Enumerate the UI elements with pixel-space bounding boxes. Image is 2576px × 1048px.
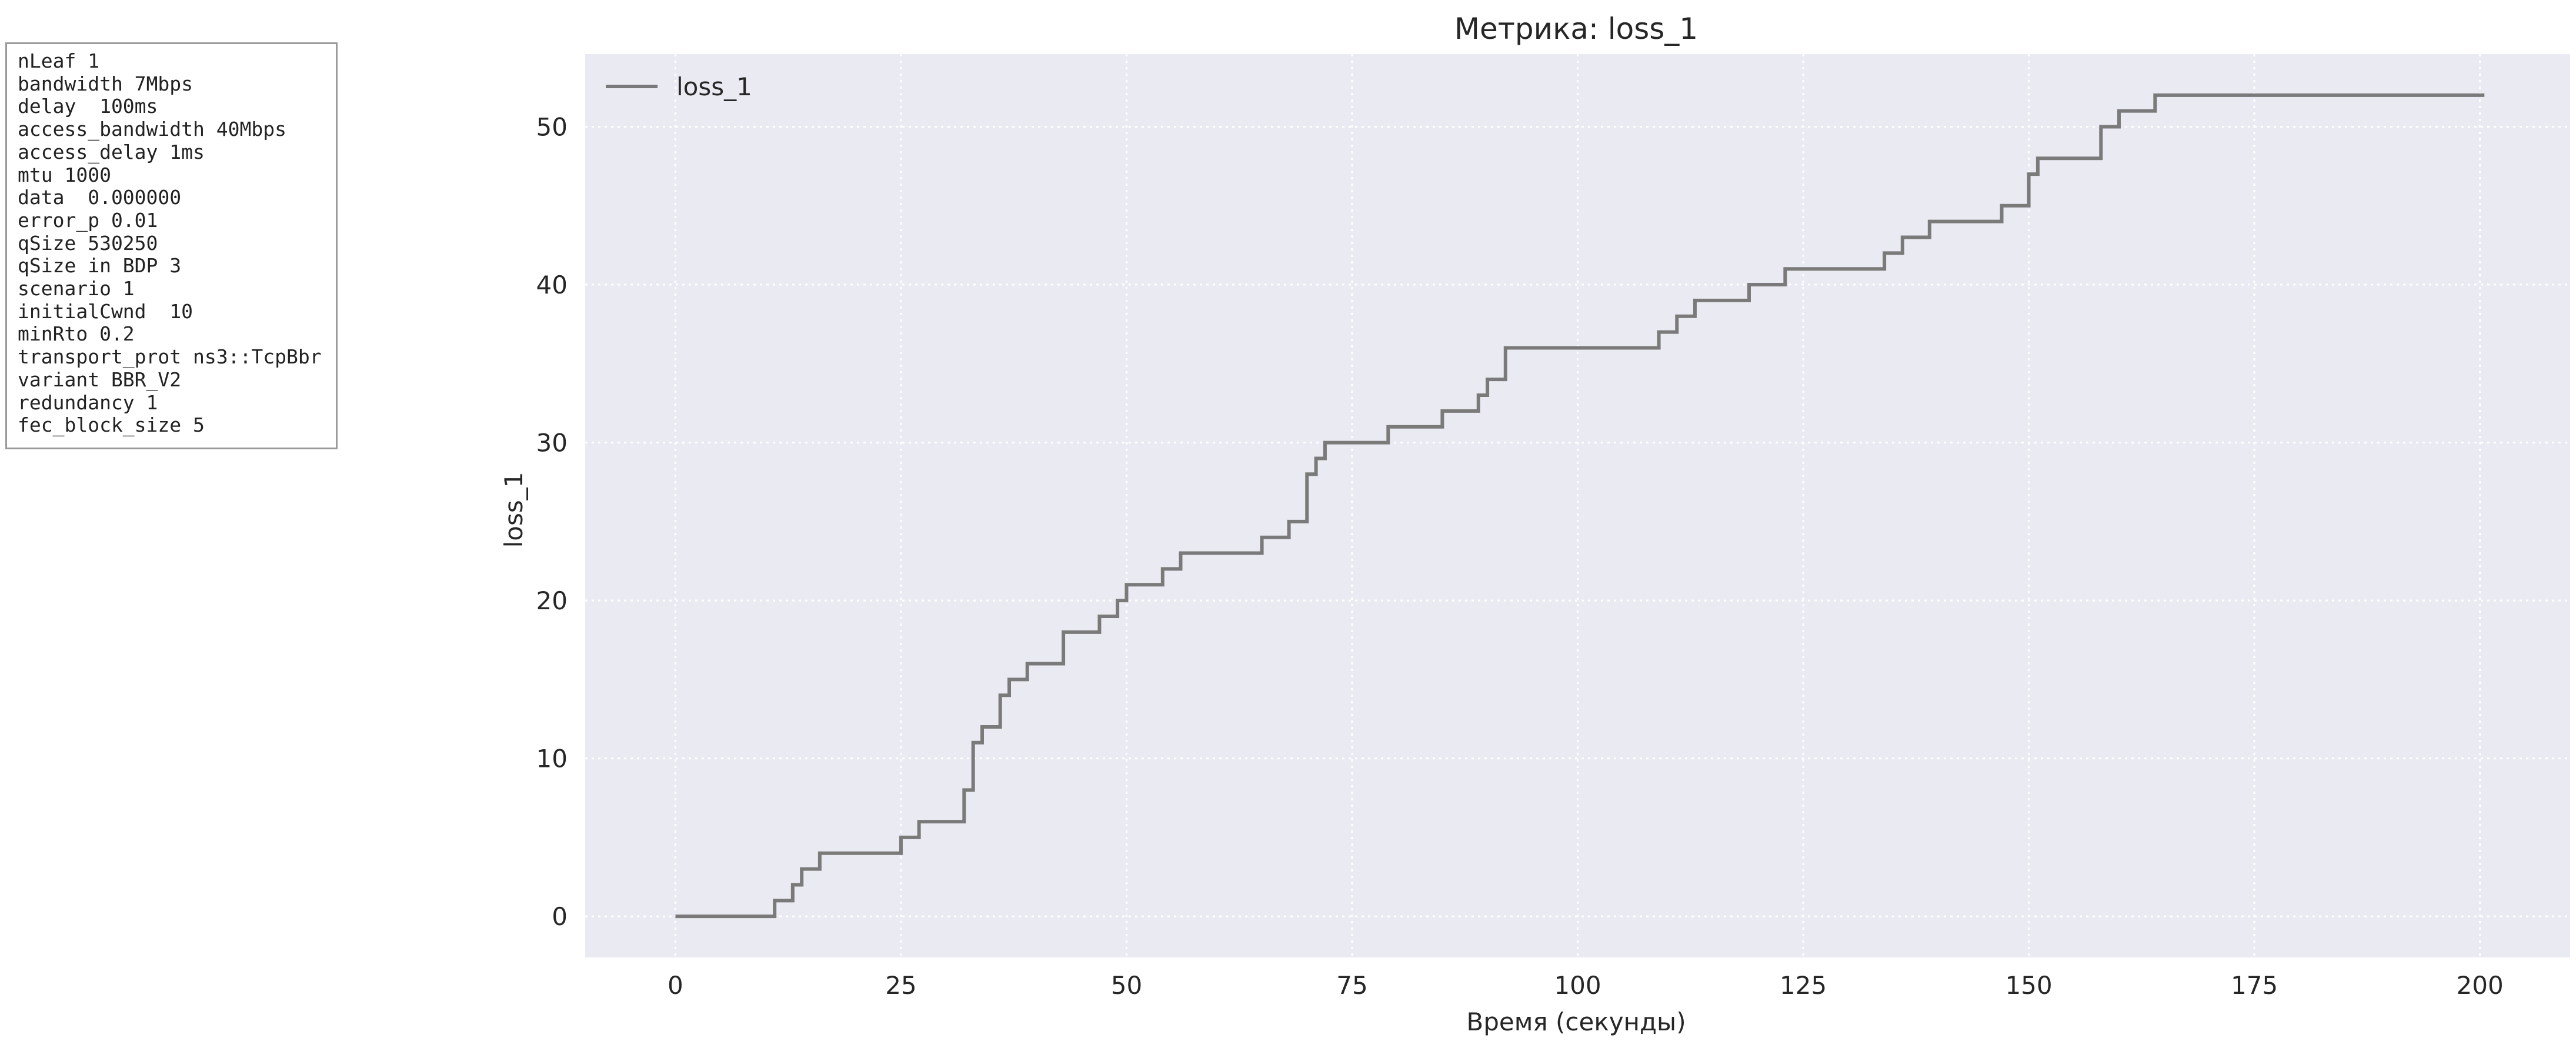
param-line: initialCwnd 10 [18, 299, 193, 323]
param-line: variant BBR_V2 [18, 368, 182, 391]
y-axis-label: loss_1 [499, 472, 528, 548]
grid [585, 54, 2570, 957]
param-line: fec_block_size 5 [18, 413, 205, 437]
x-tick-label: 125 [1780, 971, 1827, 1000]
param-line: delay 100ms [18, 95, 158, 118]
y-tick-label: 50 [536, 113, 568, 142]
param-line: access_bandwidth 40Mbps [18, 118, 286, 141]
axis-ticks: 0 25 50 75 100 125 150 175 200 0 10 20 30 40 50 [536, 113, 2504, 1000]
x-tick-label: 75 [1336, 971, 1367, 1000]
x-tick-label: 50 [1111, 971, 1142, 1000]
parameters-box: nLeaf 1 bandwidth 7Mbps delay 100ms access_… [5, 42, 338, 449]
param-line: scenario 1 [18, 277, 135, 301]
y-tick-label: 40 [536, 271, 568, 299]
param-line: mtu 1000 [18, 163, 111, 186]
chart-title: Метрика: loss_1 [1454, 12, 1698, 46]
param-line: nLeaf 1 [18, 49, 100, 72]
plot-area [585, 54, 2570, 957]
x-tick-label: 150 [2005, 971, 2052, 1000]
x-tick-label: 200 [2457, 971, 2504, 1000]
y-tick-label: 0 [552, 902, 568, 931]
legend-label: loss_1 [676, 72, 752, 101]
x-tick-label: 175 [2231, 971, 2278, 1000]
y-tick-label: 30 [536, 429, 568, 458]
param-line: transport_prot ns3::TcpBbr [18, 345, 322, 369]
param-line: access_delay 1ms [18, 140, 205, 163]
param-line: bandwidth 7Mbps [18, 72, 193, 95]
param-line: redundancy 1 [18, 391, 158, 414]
x-tick-label: 100 [1554, 971, 1601, 1000]
x-tick-label: 0 [668, 971, 683, 1000]
param-line: minRto 0.2 [18, 322, 135, 346]
y-tick-label: 20 [536, 586, 568, 615]
param-line: data 0.000000 [18, 186, 182, 209]
param-line: error_p 0.01 [18, 208, 158, 232]
param-line: qSize 530250 [18, 231, 158, 255]
x-tick-label: 25 [885, 971, 916, 1000]
series-line-loss_1 [675, 93, 2485, 919]
y-tick-label: 10 [536, 745, 568, 773]
legend: loss_1 [606, 72, 752, 101]
param-line: qSize in BDP 3 [18, 254, 182, 278]
x-axis-label: Время (секунды) [1466, 1007, 1686, 1036]
